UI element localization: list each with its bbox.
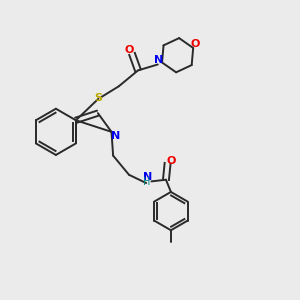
Text: O: O xyxy=(190,39,200,49)
Text: N: N xyxy=(142,172,152,182)
Text: N: N xyxy=(154,55,163,65)
Text: O: O xyxy=(125,45,134,55)
Text: S: S xyxy=(94,93,102,103)
Text: O: O xyxy=(167,156,176,166)
Text: H: H xyxy=(143,177,151,187)
Text: N: N xyxy=(111,131,120,141)
